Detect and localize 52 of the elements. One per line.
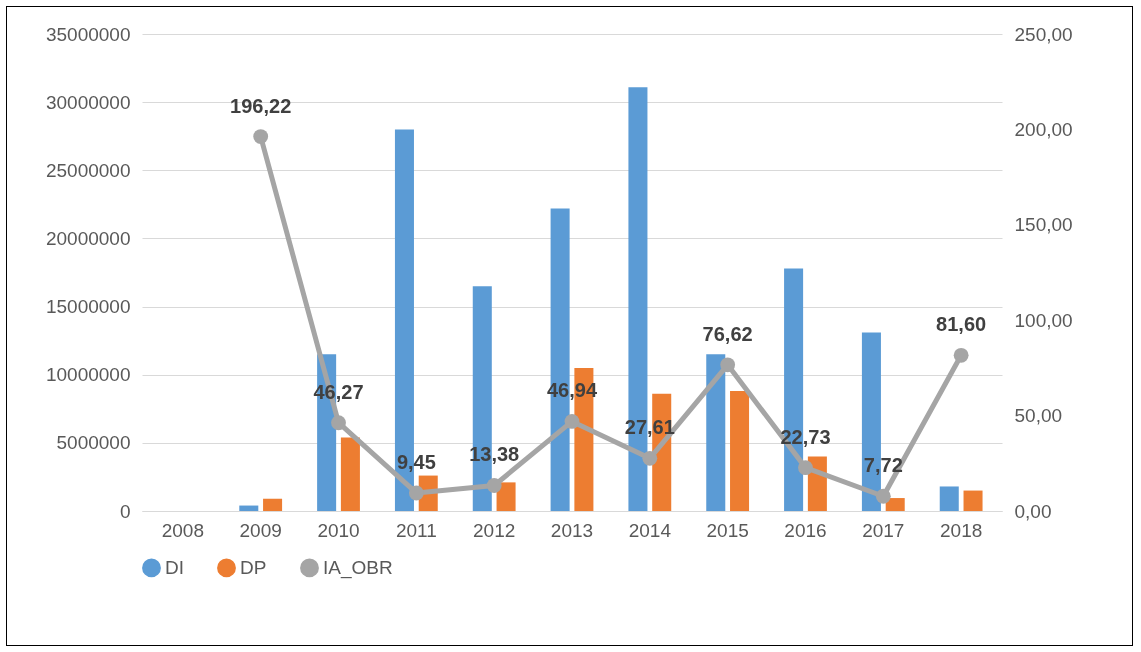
legend-label: IA_OBR <box>323 556 393 579</box>
data-label: 27,61 <box>624 416 675 439</box>
point <box>720 357 736 373</box>
y2-tick-label: 50,00 <box>1014 405 1063 427</box>
data-label: 76,62 <box>702 322 753 345</box>
y-tick-label: 15000000 <box>45 296 131 318</box>
point <box>642 450 658 466</box>
y-tick-label: 20000000 <box>45 227 131 249</box>
y-tick-label: 5000000 <box>56 432 131 454</box>
y-tick-label: 25000000 <box>45 159 131 181</box>
bar <box>263 498 283 511</box>
point <box>875 488 891 504</box>
y2-tick-label: 200,00 <box>1014 118 1073 140</box>
data-label: 196,22 <box>230 94 292 117</box>
point <box>253 129 269 145</box>
data-label: 46,94 <box>546 379 598 402</box>
x-tick-label: 2018 <box>940 519 983 541</box>
bar <box>963 490 983 511</box>
x-tick-label: 2014 <box>628 519 672 541</box>
bar <box>730 391 750 511</box>
bar <box>496 482 516 511</box>
legend-label: DP <box>240 556 267 578</box>
y-tick-label: 10000000 <box>45 364 131 386</box>
data-label: 81,60 <box>936 313 987 336</box>
y-tick-label: 30000000 <box>45 91 131 113</box>
point <box>408 485 424 501</box>
x-tick-label: 2015 <box>706 519 749 541</box>
y2-tick-label: 0,00 <box>1014 500 1052 522</box>
y-tick-label: 0 <box>119 500 131 522</box>
bar <box>885 498 905 511</box>
bar <box>706 354 726 511</box>
x-tick-label: 2009 <box>239 519 282 541</box>
bar <box>239 505 259 511</box>
x-tick-label: 2012 <box>473 519 516 541</box>
y2-tick-label: 250,00 <box>1014 23 1073 45</box>
point <box>798 460 813 476</box>
point <box>564 414 580 429</box>
point <box>953 347 969 363</box>
y2-tick-label: 150,00 <box>1014 214 1073 236</box>
x-tick-label: 2008 <box>161 519 204 541</box>
y-tick-label: 35000000 <box>45 23 131 45</box>
bar <box>340 437 360 511</box>
bar <box>939 486 959 511</box>
x-tick-label: 2017 <box>862 519 905 541</box>
x-tick-label: 2016 <box>784 519 827 541</box>
x-tick-label: 2010 <box>317 519 360 541</box>
point <box>486 478 502 493</box>
legend-label: DI <box>165 556 184 578</box>
y2-tick-label: 100,00 <box>1014 309 1073 331</box>
x-tick-label: 2011 <box>395 519 437 541</box>
x-tick-label: 2013 <box>550 519 594 541</box>
point <box>331 415 346 431</box>
